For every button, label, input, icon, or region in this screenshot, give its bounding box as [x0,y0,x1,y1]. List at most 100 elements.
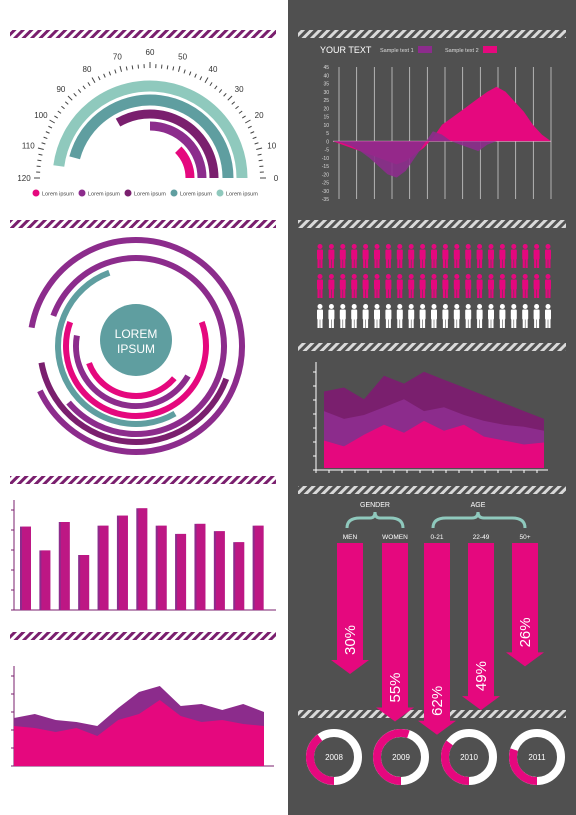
gauge-tick [238,110,243,114]
person-leg [317,289,320,298]
person-leg [331,259,334,268]
person-leg [385,289,389,298]
wave-y-tick-label: -20 [322,172,329,178]
person-icon [408,244,415,268]
person-leg [328,259,332,268]
person-body [510,279,517,290]
gauge-tick [254,142,259,145]
gauge-tick [103,73,106,78]
gauge-tick [214,85,218,90]
bar-highlight [80,555,90,610]
ring-arc [86,362,177,399]
person-body [545,309,551,320]
person-leg [363,259,366,268]
wave-legend-swatch [483,46,497,53]
wave-y-tick-label: -25 [322,181,329,187]
person-leg [408,319,411,328]
person-icon [499,244,506,268]
person-head [465,244,471,249]
demo-value: 62% [429,686,446,716]
person-body [488,249,494,260]
donut-year-label: 2008 [325,753,343,762]
gauge-tick [54,115,59,119]
person-leg [397,259,400,268]
demo-group-label: MEN [343,534,358,541]
gauge-tick [64,101,69,105]
gauge-legend-swatch [170,189,178,197]
person-leg [388,319,391,328]
wave-y-tick-label: 35 [323,82,329,88]
person-leg [343,259,346,268]
demo-group-label: WOMEN [382,534,408,541]
person-body [442,309,449,320]
person-leg [397,289,400,298]
person-leg [525,289,528,298]
donut-arc [441,740,470,785]
person-leg [465,289,468,298]
person-leg [536,319,540,328]
person-body [488,309,494,320]
person-leg [328,319,332,328]
person-leg [340,289,343,298]
person-body [362,249,369,260]
wave-y-tick-label: 20 [323,106,329,112]
donut-year-label: 2010 [460,753,478,762]
person-body [419,249,426,260]
gauge-tick-label: 80 [83,65,92,74]
person-head [351,304,357,309]
donut-arc [373,729,410,785]
person-head [442,244,448,249]
gauge-tick [119,65,123,72]
person-head [545,274,551,279]
wave-y-tick-label: 25 [323,98,329,104]
person-leg [377,259,380,268]
person-leg [488,259,491,268]
gauge-tick-label: 70 [113,52,122,61]
person-head [363,274,369,279]
person-leg [522,289,525,298]
person-leg [525,319,528,328]
person-leg [454,259,457,268]
person-icon [374,244,380,268]
person-leg [442,259,446,268]
bar-highlight [22,526,31,610]
gauge-tick-label: 60 [146,48,155,57]
gauge-tick [114,69,117,74]
gauge-tick [125,66,128,71]
person-icon [408,304,415,328]
ring-center-disc [100,304,172,376]
person-leg [411,319,414,328]
demo-group-label: 50+ [519,534,530,541]
person-leg [534,289,537,298]
gauge-arc [174,146,195,179]
hatch-divider [10,220,276,228]
person-body [408,249,415,260]
gender-heading: GENDER [360,502,390,509]
person-leg [491,319,494,328]
gauge-tick [49,119,55,124]
bar-highlight [215,531,225,610]
person-icon [442,274,449,298]
person-leg [400,319,403,328]
person-icon [545,244,551,268]
hatch-divider [298,30,566,38]
person-head [340,304,346,309]
person-body [317,279,323,290]
person-leg [499,289,503,298]
stacked-area-chart [313,362,548,473]
person-head [499,244,505,249]
person-icon [442,304,449,328]
gauge-tick [108,71,112,76]
person-body [351,309,358,320]
person-leg [377,289,380,298]
person-body [339,309,346,320]
ring-center-line2: IPSUM [117,342,155,356]
demo-group-label: 0-21 [430,534,443,541]
gauge-tick-label: 20 [255,111,264,120]
person-head [465,304,471,309]
person-leg [491,259,494,268]
wave-y-tick-label: 40 [323,73,329,79]
person-head [420,274,426,279]
gauge-tick [41,142,46,145]
person-icon [385,244,392,268]
